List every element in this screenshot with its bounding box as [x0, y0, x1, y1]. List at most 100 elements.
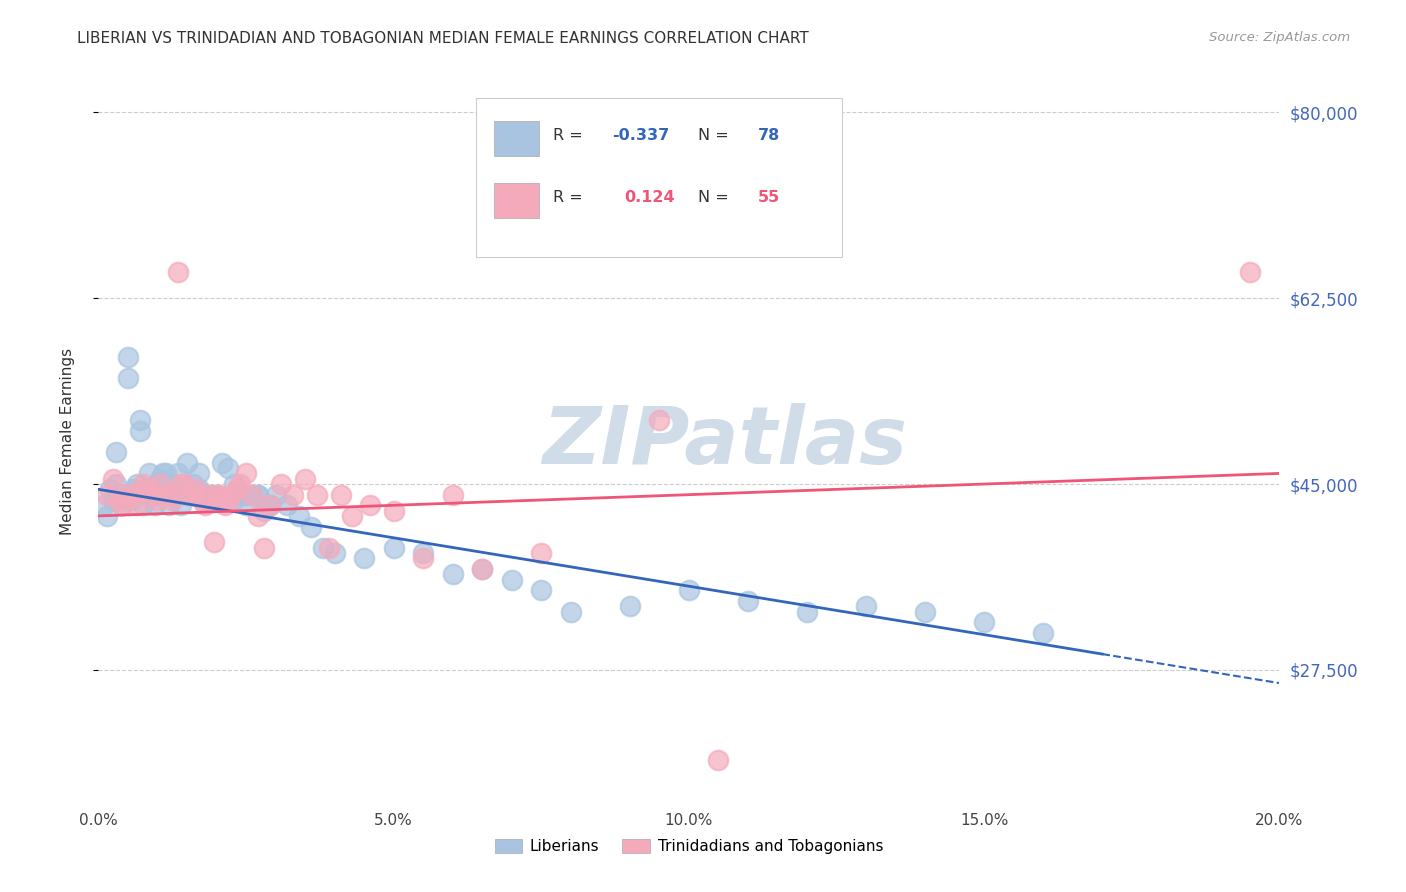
Point [191, 493, 214, 508]
Point [149, 472, 172, 486]
Point [167, 264, 190, 278]
Text: R =: R = [553, 128, 588, 144]
Point [128, 424, 150, 438]
Point [359, 498, 381, 512]
Point [194, 488, 217, 502]
Point [108, 493, 131, 508]
Point [221, 488, 243, 502]
Point [259, 498, 281, 512]
Point [117, 371, 139, 385]
Point [132, 498, 155, 512]
Point [170, 477, 193, 491]
Y-axis label: Median Female Earnings: Median Female Earnings [60, 348, 75, 535]
Point [283, 488, 305, 502]
Point [197, 488, 219, 502]
Point [96, 488, 118, 502]
Point [98, 483, 121, 497]
Point [135, 483, 157, 497]
Point [619, 599, 641, 614]
Point [914, 605, 936, 619]
Point [530, 546, 553, 560]
Point [200, 488, 222, 502]
Point [96, 508, 118, 523]
Point [530, 583, 553, 598]
Point [441, 488, 464, 502]
Point [108, 488, 131, 502]
Point [157, 488, 180, 502]
Point [117, 350, 139, 364]
Point [382, 503, 405, 517]
Point [973, 615, 995, 630]
Point [143, 498, 166, 512]
Point [105, 477, 128, 491]
Point [173, 477, 195, 491]
Point [217, 493, 239, 508]
Point [103, 472, 125, 486]
Point [796, 605, 818, 619]
Point [217, 461, 239, 475]
Point [162, 477, 183, 491]
Point [226, 483, 249, 497]
Point [211, 493, 233, 508]
Point [176, 456, 198, 470]
Point [294, 472, 316, 486]
Point [120, 493, 142, 508]
Text: 0.124: 0.124 [624, 190, 675, 205]
Point [181, 488, 204, 502]
Point [157, 498, 180, 512]
Point [167, 467, 190, 481]
Point [122, 483, 145, 497]
Point [259, 498, 281, 512]
Point [382, 541, 405, 555]
Point [412, 551, 434, 566]
Point [276, 498, 298, 512]
Point [299, 519, 322, 533]
Point [224, 493, 246, 508]
Point [125, 498, 148, 512]
Point [162, 493, 183, 508]
Text: -0.337: -0.337 [612, 128, 669, 144]
Point [471, 562, 494, 576]
Point [235, 488, 257, 502]
Point [138, 483, 160, 497]
Point [501, 573, 523, 587]
Point [342, 508, 364, 523]
Text: R =: R = [553, 190, 588, 205]
Legend: Liberians, Trinidadians and Tobagonians: Liberians, Trinidadians and Tobagonians [489, 833, 889, 860]
Point [648, 413, 671, 427]
Point [246, 508, 269, 523]
Point [235, 498, 257, 512]
Point [253, 503, 276, 517]
Point [246, 488, 269, 502]
Point [165, 488, 187, 502]
Text: 55: 55 [758, 190, 780, 205]
Point [224, 477, 246, 491]
Point [187, 467, 209, 481]
Point [208, 488, 231, 502]
Point [128, 413, 150, 427]
Point [122, 488, 145, 502]
Point [152, 467, 174, 481]
Point [678, 583, 700, 598]
Point [412, 546, 434, 560]
Point [737, 594, 759, 608]
Point [211, 456, 233, 470]
Point [305, 488, 328, 502]
FancyBboxPatch shape [494, 121, 538, 156]
Point [202, 535, 225, 549]
Point [264, 488, 287, 502]
Point [187, 483, 209, 497]
Point [1239, 264, 1261, 278]
Point [855, 599, 877, 614]
Text: N =: N = [699, 128, 734, 144]
Text: N =: N = [699, 190, 734, 205]
Point [155, 467, 177, 481]
Point [125, 477, 148, 491]
Point [318, 541, 340, 555]
Text: LIBERIAN VS TRINIDADIAN AND TOBAGONIAN MEDIAN FEMALE EARNINGS CORRELATION CHART: LIBERIAN VS TRINIDADIAN AND TOBAGONIAN M… [77, 31, 808, 46]
Point [1032, 625, 1054, 640]
Point [235, 467, 257, 481]
Text: Source: ZipAtlas.com: Source: ZipAtlas.com [1209, 31, 1350, 45]
Point [93, 498, 115, 512]
Point [132, 477, 155, 491]
